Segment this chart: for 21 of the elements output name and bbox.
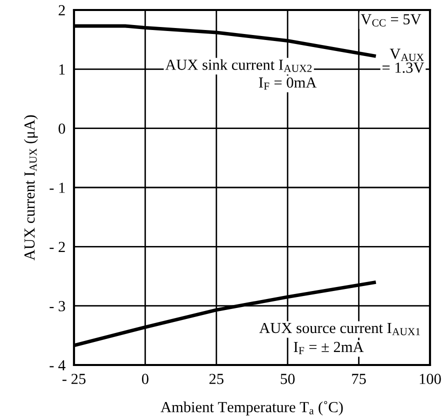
annotation: V$_{AUX}$ = 1.3V — [382, 48, 424, 73]
x-tick-label: 25 — [209, 374, 224, 384]
annotation: AUX sink current I$_{AUX2}$ — [165, 59, 312, 72]
x-tick-label: 100 — [420, 374, 441, 384]
y-tick-label: - 2 — [50, 242, 65, 252]
x-tick-label: 0 — [142, 374, 148, 384]
y-tick-label: 2 — [58, 5, 65, 16]
annotation: I$_{F}$ = ± 2mA — [294, 342, 364, 354]
x-axis-title: Ambient Temperature T$_{a}$ (˚C) — [160, 401, 343, 416]
x-tick-label: - 25 — [62, 374, 86, 384]
annotation: AUX source current I$_{AUX1}$ — [259, 322, 420, 336]
y-tick-label: - 1 — [50, 182, 65, 193]
annotation: I$_{F}$ = 0mA — [258, 77, 317, 90]
y-tick-label: - 4 — [50, 360, 66, 370]
y-tick-label: - 3 — [50, 301, 66, 312]
y-tick-label: 0 — [58, 123, 66, 134]
y-axis-title: AUX current I$_{AUX}$ (μA) — [24, 115, 38, 260]
x-tick-label: 50 — [280, 374, 295, 384]
y-tick-label: 1 — [59, 64, 65, 74]
x-tick-label: 75 — [352, 374, 366, 384]
annotation: V$_{CC}$ = 5V — [360, 14, 422, 26]
